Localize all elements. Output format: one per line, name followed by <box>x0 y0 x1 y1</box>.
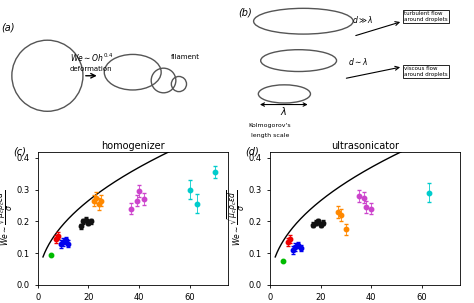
Text: $d \gg \lambda$: $d \gg \lambda$ <box>352 14 374 25</box>
Text: Kolmogorov's: Kolmogorov's <box>249 123 292 128</box>
Title: ultrasonicator: ultrasonicator <box>331 141 399 151</box>
Text: (c): (c) <box>13 146 26 156</box>
Title: homogenizer: homogenizer <box>101 141 164 151</box>
Text: $d \sim \lambda$: $d \sim \lambda$ <box>348 56 368 67</box>
Text: deformation: deformation <box>70 65 112 72</box>
Text: length scale: length scale <box>251 133 289 138</box>
Text: turbulent flow
around droplets: turbulent flow around droplets <box>404 11 448 22</box>
Y-axis label: $We \sim \dfrac{\sqrt{\mu_c \rho_c \varepsilon d}}{\sigma}$: $We \sim \dfrac{\sqrt{\mu_c \rho_c \vare… <box>0 190 15 246</box>
Text: (d): (d) <box>246 146 259 156</box>
Text: $We \sim Oh^{0.4}$: $We \sim Oh^{0.4}$ <box>70 51 113 64</box>
Text: (a): (a) <box>1 22 15 32</box>
Text: filament: filament <box>170 54 200 60</box>
Y-axis label: $We \sim \dfrac{\sqrt{\mu_c \rho_c \varepsilon d}}{\sigma}$: $We \sim \dfrac{\sqrt{\mu_c \rho_c \vare… <box>225 190 247 246</box>
Text: viscous flow
around droplets: viscous flow around droplets <box>404 66 448 77</box>
Text: (b): (b) <box>238 8 252 18</box>
Text: $\lambda$: $\lambda$ <box>280 105 287 117</box>
